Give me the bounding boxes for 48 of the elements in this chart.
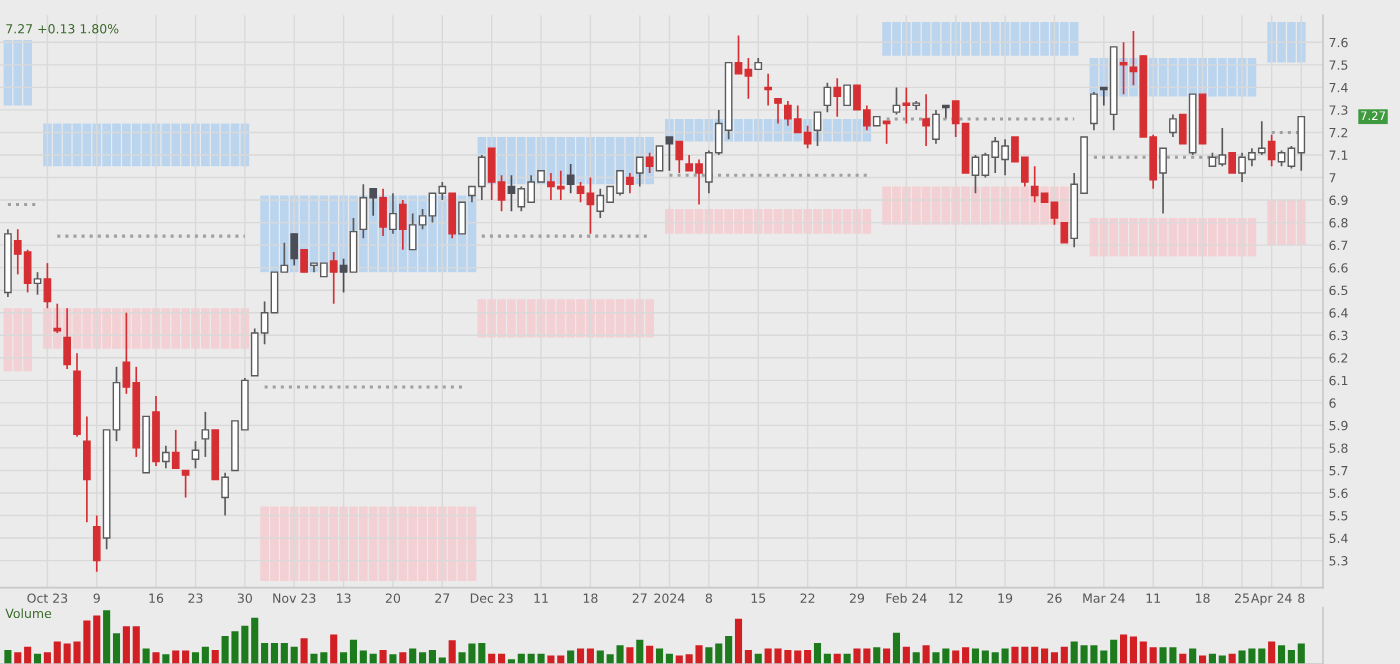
bar [330, 634, 338, 664]
candlestick [171, 429, 180, 470]
candlestick [191, 440, 200, 470]
candlestick [902, 86, 911, 125]
candlestick [300, 248, 308, 273]
bar [399, 652, 407, 664]
bar [883, 648, 891, 664]
candlestick [181, 469, 190, 499]
bar [902, 646, 910, 664]
bar [389, 654, 397, 664]
candlestick [1267, 133, 1276, 168]
candlestick [823, 82, 832, 114]
bar [379, 650, 387, 664]
candlestick [1228, 152, 1237, 174]
candlestick [92, 514, 101, 573]
candlestick [1169, 113, 1177, 138]
candlestick [922, 93, 930, 147]
candlestick [843, 84, 851, 107]
bar [646, 645, 654, 664]
bar [873, 647, 881, 664]
bar [626, 647, 634, 664]
candlestick [833, 77, 842, 118]
bar [211, 650, 219, 664]
bar [448, 640, 456, 664]
candlestick [83, 415, 91, 524]
bar [4, 650, 12, 664]
bar [300, 638, 308, 664]
candlestick [764, 73, 772, 107]
candlestick [932, 109, 940, 145]
candlestick [221, 471, 229, 517]
bar [1268, 641, 1276, 664]
bar [636, 639, 644, 664]
bar [912, 652, 920, 664]
bar [142, 648, 150, 664]
candlestick [892, 86, 901, 116]
bar [892, 632, 901, 664]
candlestick [655, 145, 664, 172]
bar [922, 645, 930, 664]
candlestick [882, 120, 891, 145]
candlestick [33, 271, 42, 296]
bar [152, 652, 160, 664]
candlestick [1159, 147, 1167, 215]
candlestick [162, 444, 170, 470]
candlestick [201, 411, 210, 458]
candlestick [1178, 113, 1187, 145]
bar [162, 654, 170, 664]
bar [1198, 655, 1207, 664]
bar [1189, 648, 1197, 664]
